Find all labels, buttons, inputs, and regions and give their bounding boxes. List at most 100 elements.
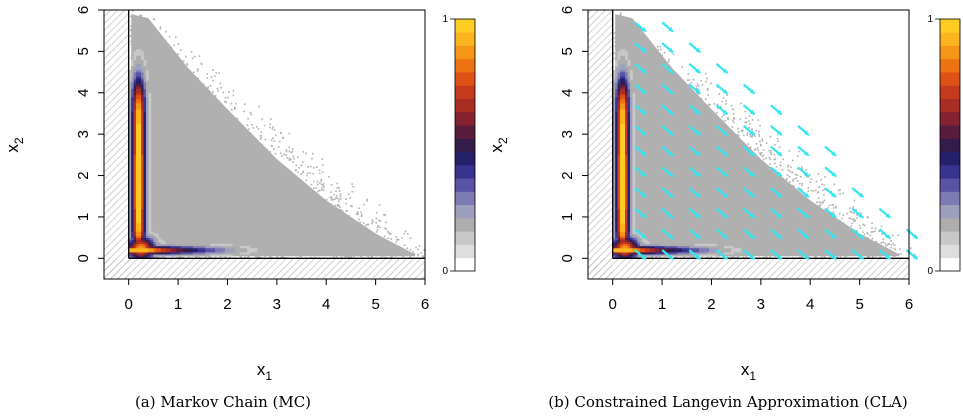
support-point xyxy=(799,182,801,185)
support-point xyxy=(415,246,417,249)
support-point xyxy=(776,137,779,140)
density-cell xyxy=(138,74,142,77)
density-cell xyxy=(153,250,157,253)
density-cell xyxy=(141,127,144,131)
density-cell xyxy=(136,204,139,207)
density-cell xyxy=(131,86,134,89)
density-cell xyxy=(141,53,144,56)
support-point xyxy=(352,185,354,188)
density-cell xyxy=(141,221,144,224)
density-cell xyxy=(143,223,147,226)
support-point xyxy=(222,91,224,94)
density-cell xyxy=(217,247,221,251)
density-cell xyxy=(148,101,152,104)
density-cell xyxy=(165,243,169,247)
density-cell xyxy=(138,78,142,81)
density-cell xyxy=(128,150,132,154)
support-point xyxy=(395,236,398,238)
density-cell xyxy=(141,63,144,67)
density-cell xyxy=(128,119,132,123)
density-cell xyxy=(165,245,169,249)
support-point xyxy=(210,76,213,78)
density-cell xyxy=(143,154,147,158)
density-cell xyxy=(145,96,149,100)
density-cell xyxy=(131,92,134,96)
density-cell xyxy=(128,117,132,120)
density-cell xyxy=(128,115,132,118)
support-point xyxy=(779,164,782,167)
density-cell xyxy=(131,148,134,152)
density-cell xyxy=(145,101,149,104)
density-cell xyxy=(138,225,142,228)
density-cell xyxy=(150,247,154,251)
density-cell xyxy=(133,198,137,201)
density-cell xyxy=(145,138,149,141)
support-point xyxy=(195,256,197,258)
density-cell xyxy=(138,86,142,89)
density-cell xyxy=(133,76,137,79)
y-tick-label: 4 xyxy=(75,89,92,97)
density-cell xyxy=(158,250,162,253)
support-point xyxy=(233,108,236,111)
density-cell xyxy=(131,239,134,243)
support-point xyxy=(723,114,725,116)
density-cell xyxy=(136,88,139,91)
density-cell xyxy=(202,247,206,251)
density-cell xyxy=(145,72,149,75)
support-point xyxy=(270,118,272,120)
density-cell xyxy=(136,61,139,65)
density-cell xyxy=(143,148,147,152)
density-cell xyxy=(180,245,184,249)
density-cell xyxy=(131,59,134,63)
density-cell xyxy=(143,86,147,89)
density-cell xyxy=(145,105,149,108)
density-cell xyxy=(143,90,147,94)
density-cell xyxy=(133,223,137,226)
density-cell xyxy=(133,90,137,94)
density-cell xyxy=(187,250,191,253)
density-cell xyxy=(145,200,149,203)
density-cell xyxy=(131,216,134,220)
density-cell xyxy=(133,51,137,54)
density-cell xyxy=(138,216,142,220)
support-point xyxy=(769,256,771,259)
density-cell xyxy=(136,216,139,220)
density-cell xyxy=(136,107,139,110)
density-cell xyxy=(145,134,149,137)
density-cell xyxy=(195,243,199,247)
density-cell xyxy=(131,161,134,164)
support-point xyxy=(792,180,794,182)
density-cell xyxy=(145,117,149,120)
density-cell xyxy=(237,250,241,253)
colorbar-swatch xyxy=(455,45,475,60)
density-cell xyxy=(143,88,147,91)
density-cell xyxy=(133,72,137,75)
density-cell xyxy=(217,250,221,253)
density-cell xyxy=(141,165,144,168)
density-cell xyxy=(158,252,162,255)
density-cell xyxy=(217,254,221,257)
density-cell xyxy=(163,241,167,245)
density-cell xyxy=(143,256,147,259)
density-cell xyxy=(141,163,144,166)
support-point xyxy=(335,190,337,193)
density-cell xyxy=(175,254,179,257)
density-cell xyxy=(136,173,139,176)
density-cell xyxy=(131,140,134,143)
support-point xyxy=(412,251,414,253)
support-point xyxy=(715,112,718,114)
density-cell xyxy=(131,80,134,83)
density-cell xyxy=(141,86,144,89)
density-cell xyxy=(133,86,137,89)
density-cell xyxy=(128,225,132,228)
support-point xyxy=(305,179,308,182)
density-cell xyxy=(229,245,233,249)
support-point xyxy=(247,118,249,120)
density-cell xyxy=(148,237,152,240)
density-cell xyxy=(128,92,132,96)
density-cell xyxy=(141,235,144,238)
density-cell xyxy=(153,256,157,259)
density-cell xyxy=(143,72,147,75)
density-cell xyxy=(128,256,132,259)
density-cell xyxy=(160,254,164,257)
